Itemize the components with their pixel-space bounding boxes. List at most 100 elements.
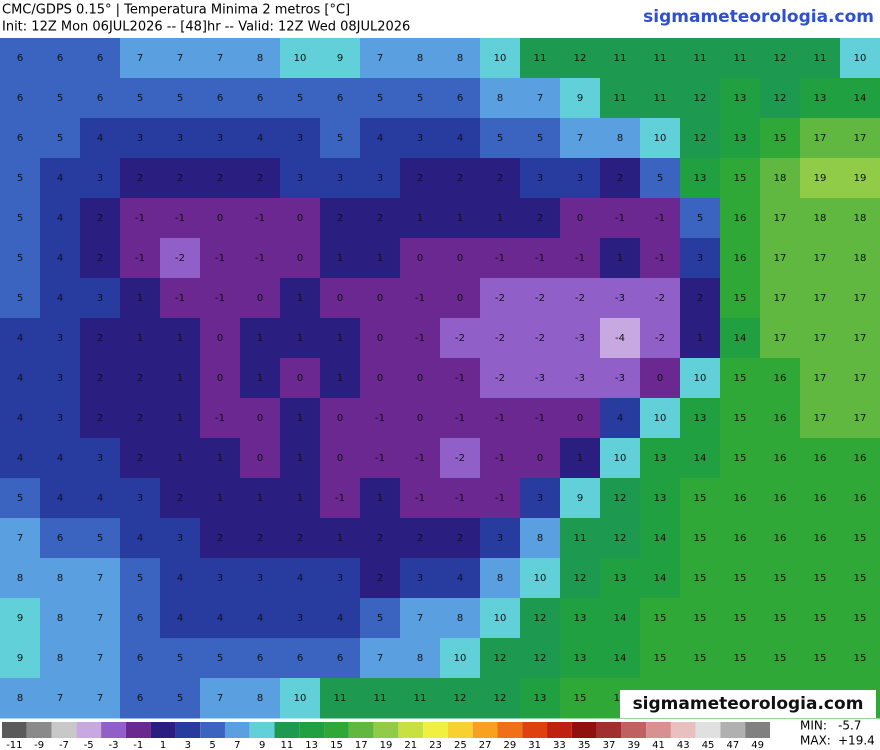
temp-cell xyxy=(360,278,401,319)
temp-cell xyxy=(600,238,641,279)
temp-value: 2 xyxy=(257,533,263,544)
temp-value: 5 xyxy=(97,533,103,544)
temp-cell xyxy=(840,358,880,399)
temp-cell xyxy=(840,398,880,439)
temp-value: 12 xyxy=(614,493,627,504)
temp-cell xyxy=(440,238,481,279)
temp-cell xyxy=(80,38,121,79)
temp-value: 0 xyxy=(417,373,423,384)
temp-cell xyxy=(280,78,321,119)
temp-value: 5 xyxy=(217,653,223,664)
temp-value: 1 xyxy=(337,333,343,344)
temp-cell xyxy=(400,518,441,559)
temp-value: 0 xyxy=(337,413,343,424)
temp-cell xyxy=(0,478,41,519)
temp-cell xyxy=(680,518,721,559)
temp-cell xyxy=(0,118,41,159)
temp-value: 10 xyxy=(294,53,307,64)
temp-value: 9 xyxy=(337,53,343,64)
temp-cell xyxy=(440,78,481,119)
temp-value: 5 xyxy=(177,653,183,664)
temp-cell xyxy=(800,158,841,199)
temp-cell xyxy=(480,38,521,79)
temp-value: 3 xyxy=(417,573,423,584)
colorbar-label: -7 xyxy=(59,740,69,750)
temp-cell xyxy=(360,398,401,439)
temp-cell xyxy=(560,78,601,119)
temp-cell xyxy=(600,598,641,639)
temp-value: 3 xyxy=(417,133,423,144)
temp-cell xyxy=(160,398,201,439)
colorbar-bin xyxy=(175,722,201,738)
temp-cell xyxy=(360,318,401,359)
temp-cell xyxy=(800,358,841,399)
temp-cell xyxy=(400,118,441,159)
temp-value: 4 xyxy=(377,133,383,144)
temp-cell xyxy=(720,38,761,79)
temp-value: -1 xyxy=(175,293,185,304)
temp-cell xyxy=(360,678,401,719)
colorbar-label: 23 xyxy=(429,740,442,750)
temp-value: -1 xyxy=(495,453,505,464)
temp-value: 7 xyxy=(97,693,103,704)
temp-cell xyxy=(720,598,761,639)
temp-value: 4 xyxy=(17,413,23,424)
temp-cell xyxy=(720,158,761,199)
temp-value: -3 xyxy=(575,373,585,384)
temp-value: 9 xyxy=(577,93,583,104)
temp-cell xyxy=(640,438,681,479)
temp-cell xyxy=(80,398,121,439)
temp-cell xyxy=(520,38,561,79)
temp-cell xyxy=(840,158,880,199)
max-value: +19.4 xyxy=(838,734,875,748)
temp-value: 6 xyxy=(17,133,23,144)
temp-value: 3 xyxy=(297,613,303,624)
temp-value: 6 xyxy=(97,53,103,64)
temp-cell xyxy=(520,78,561,119)
temp-value: 2 xyxy=(457,173,463,184)
colorbar-bin xyxy=(423,722,448,738)
colorbar-label: -5 xyxy=(84,740,94,750)
temp-cell xyxy=(760,198,801,239)
temp-cell xyxy=(400,318,441,359)
temp-cell xyxy=(160,198,201,239)
temp-cell xyxy=(440,278,481,319)
colorbar-bin xyxy=(621,722,647,738)
temp-value: 4 xyxy=(137,533,143,544)
temp-value: -1 xyxy=(135,213,145,224)
temp-cell xyxy=(720,278,761,319)
temp-cell xyxy=(560,598,601,639)
colorbar-bin xyxy=(125,722,151,738)
temp-value: -2 xyxy=(655,333,665,344)
temp-value: 5 xyxy=(17,493,23,504)
temp-value: 2 xyxy=(97,253,103,264)
temp-cell xyxy=(40,478,81,519)
temp-cell xyxy=(200,678,241,719)
temp-value: 4 xyxy=(57,213,63,224)
temp-value: 15 xyxy=(734,173,747,184)
colorbar-label: 39 xyxy=(627,740,640,750)
header-bg xyxy=(0,0,880,38)
temp-cell xyxy=(800,78,841,119)
temp-value: 6 xyxy=(257,653,263,664)
temp-cell xyxy=(360,558,401,599)
temp-value: 3 xyxy=(337,173,343,184)
colorbar: -11 -9 -7 -5 -3 -1 1 3 5 7 9 11 13 15 17 19 21 23 25 27 29 31… xyxy=(2,722,770,750)
temp-cell xyxy=(520,558,561,599)
temp-value: 12 xyxy=(774,93,787,104)
temp-value: 15 xyxy=(854,653,867,664)
temp-cell xyxy=(320,198,361,239)
temp-cell xyxy=(400,358,441,399)
temp-value: 13 xyxy=(574,613,587,624)
temp-cell xyxy=(400,198,441,239)
temp-cell xyxy=(400,678,441,719)
temp-value: 2 xyxy=(297,533,303,544)
temp-cell xyxy=(120,358,161,399)
temp-cell xyxy=(40,598,81,639)
temp-value: -1 xyxy=(535,253,545,264)
temp-cell xyxy=(320,118,361,159)
temp-value: 13 xyxy=(654,453,667,464)
temp-cell xyxy=(760,398,801,439)
temp-value: 13 xyxy=(694,173,707,184)
